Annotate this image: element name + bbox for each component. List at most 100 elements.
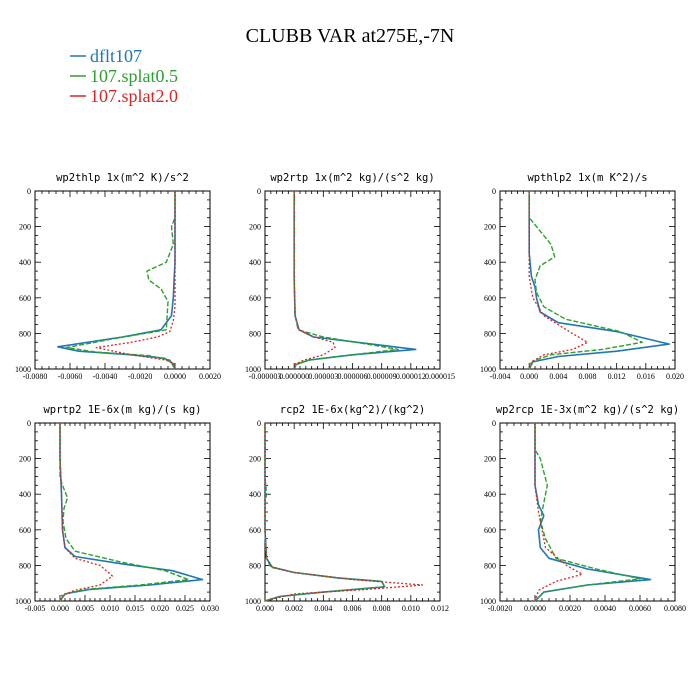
x-tick-label: 0.0040: [594, 604, 616, 613]
chart-panel: wpthlp2 1x(m K^2)/s -0.004 0.000 0.004 0.008…: [480, 172, 684, 381]
panels: wp2thlp 1x(m^2 K)/s^2 -0.0080 -0.0060 -0.00…: [15, 172, 686, 613]
x-tick-label: -0.0020: [128, 372, 153, 381]
legend-item: 107.splat2.0: [70, 86, 178, 106]
chart-panel: wp2thlp 1x(m^2 K)/s^2 -0.0080 -0.0060 -0.00…: [15, 172, 221, 381]
legend-item: 107.splat0.5: [70, 66, 178, 86]
x-tick-label: 0.0060: [629, 604, 651, 613]
x-tick-label: 0.000009: [367, 372, 397, 381]
series-line-107-splat2-0: [59, 423, 114, 602]
x-tick-label: 0.000: [520, 372, 538, 381]
x-tick-label: 0.016: [637, 372, 655, 381]
series-line-107-splat0-5: [534, 423, 641, 602]
x-tick-label: 0.0020: [199, 372, 221, 381]
series-line-107-splat2-0: [528, 191, 589, 370]
panel-title: rcp2 1E-6x(kg^2)/(kg^2): [280, 404, 425, 416]
series-line-107-splat0-5: [264, 423, 386, 602]
series-line-dflt107: [534, 423, 652, 602]
y-tick-label: 600: [19, 526, 31, 535]
chart-panel: rcp2 1E-6x(kg^2)/(kg^2) 0.000 0.002 0.004 0.…: [245, 404, 449, 613]
x-tick-label: -0.0060: [58, 372, 83, 381]
x-tick-label: 0.012: [431, 604, 449, 613]
series-line-107-splat2-0: [534, 423, 583, 602]
x-tick-label: 0.004: [549, 372, 567, 381]
legend: dflt107 107.splat0.5 107.splat2.0: [70, 46, 178, 106]
x-tick-label: 0.006: [344, 604, 362, 613]
y-tick-label: 600: [249, 294, 261, 303]
plot-frame: [499, 422, 676, 602]
legend-item: dflt107: [70, 46, 142, 66]
x-tick-label: 0.008: [579, 372, 597, 381]
x-tick-label: -0.004: [490, 372, 511, 381]
x-tick-label: 0.025: [176, 604, 194, 613]
y-tick-label: 800: [19, 329, 31, 338]
x-tick-label: 0.002: [285, 604, 303, 613]
y-tick-label: 200: [484, 455, 496, 464]
y-tick-label: 600: [19, 294, 31, 303]
x-tick-label: -0.005: [25, 604, 46, 613]
x-tick-label: 0.015: [126, 604, 144, 613]
y-tick-label: 200: [19, 455, 31, 464]
x-tick-label: 0.000015: [425, 372, 455, 381]
plot-frame: [499, 190, 676, 370]
y-tick-label: 1000: [245, 365, 261, 374]
y-tick-label: 1000: [480, 597, 496, 606]
x-tick-label: 0.004: [314, 604, 332, 613]
x-tick-label: 0.005: [76, 604, 94, 613]
y-tick-label: 1000: [480, 365, 496, 374]
x-tick-label: 0.000: [51, 604, 69, 613]
x-tick-label: -0.0080: [23, 372, 48, 381]
legend-label: 107.splat0.5: [90, 66, 178, 86]
chart-panel: wprtp2 1E-6x(m kg)/(s kg) -0.005 0.000 0.00…: [15, 404, 219, 613]
figure-title: CLUBB VAR at275E,-7N: [246, 25, 455, 47]
series-line-107-splat2-0: [264, 423, 424, 602]
series-line-107-splat0-5: [65, 191, 176, 370]
x-tick-label: 0.020: [666, 372, 684, 381]
x-tick-label: 0.0000: [164, 372, 186, 381]
x-tick-label: -0.0020: [488, 604, 513, 613]
y-tick-label: 800: [484, 329, 496, 338]
x-tick-label: 0.012: [608, 372, 626, 381]
x-tick-label: 0.000012: [396, 372, 426, 381]
y-tick-label: 200: [19, 223, 31, 232]
legend-label: 107.splat2.0: [90, 86, 178, 106]
y-tick-label: 400: [19, 490, 31, 499]
y-tick-label: 400: [484, 258, 496, 267]
panel-title: wp2thlp 1x(m^2 K)/s^2: [56, 172, 189, 184]
plot-frame: [264, 422, 441, 602]
y-tick-label: 0: [27, 419, 31, 428]
series-line-107-splat0-5: [293, 191, 399, 370]
series-line-107-splat0-5: [528, 191, 643, 370]
y-tick-label: 0: [492, 419, 496, 428]
y-tick-label: 1000: [15, 597, 31, 606]
y-tick-label: 200: [484, 223, 496, 232]
y-tick-label: 800: [249, 561, 261, 570]
x-tick-label: 0.020: [151, 604, 169, 613]
x-tick-label: 0.000: [256, 604, 274, 613]
x-tick-label: -0.0040: [93, 372, 118, 381]
series-line-dflt107: [264, 423, 386, 602]
x-tick-label: -0.000003: [249, 372, 282, 381]
y-tick-label: 200: [249, 223, 261, 232]
x-tick-label: 0.008: [373, 604, 391, 613]
y-tick-label: 400: [484, 490, 496, 499]
series-line-107-splat2-0: [293, 191, 336, 369]
series-line-107-splat2-0: [95, 191, 176, 369]
y-tick-label: 1000: [15, 365, 31, 374]
panel-title: wp2rcp 1E-3x(m^2 kg)/(s^2 kg): [496, 404, 679, 416]
x-tick-label: 0.000003: [308, 372, 338, 381]
y-tick-label: 200: [249, 455, 261, 464]
plot-frame: [34, 190, 211, 370]
x-tick-label: 0.000000: [279, 372, 309, 381]
series-line-107-splat0-5: [59, 423, 190, 602]
y-tick-label: 400: [249, 490, 261, 499]
x-tick-label: 0.010: [402, 604, 420, 613]
chart-panel: wp2rcp 1E-3x(m^2 kg)/(s^2 kg) -0.0020 0.00…: [480, 404, 686, 613]
x-tick-label: 0.0000: [524, 604, 546, 613]
y-tick-label: 0: [492, 187, 496, 196]
legend-label: dflt107: [90, 46, 142, 66]
panel-title: wp2rtp 1x(m^2 kg)/(s^2 kg): [270, 172, 434, 184]
x-tick-label: 0.0020: [559, 604, 581, 613]
x-tick-label: 0.010: [101, 604, 119, 613]
y-tick-label: 800: [484, 561, 496, 570]
